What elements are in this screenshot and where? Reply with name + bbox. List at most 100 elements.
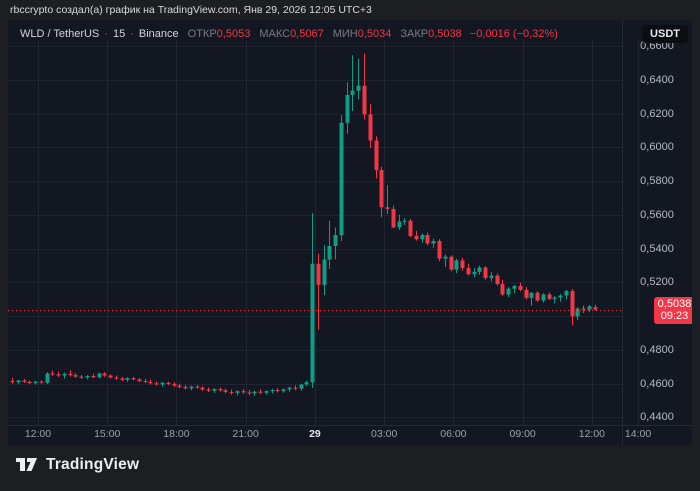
candle-body — [10, 381, 15, 383]
candle-body — [148, 381, 153, 384]
candle-body — [420, 235, 425, 240]
candle-body — [529, 292, 534, 298]
candle-body — [114, 377, 119, 379]
candle-body — [327, 246, 332, 260]
candle-body — [518, 286, 523, 290]
legend-symbol[interactable]: WLD / TetherUS — [20, 28, 100, 40]
price-tick-label: 0,5200 — [640, 276, 674, 289]
candle-body — [575, 308, 580, 317]
legend-exchange: Binance — [138, 28, 179, 40]
candle-body — [258, 391, 263, 393]
candle-body — [241, 391, 246, 393]
price-tick-label: 0,4400 — [640, 411, 674, 424]
candle-body — [460, 260, 465, 268]
candle-body — [402, 220, 407, 222]
tradingview-logo-text[interactable]: TradingView — [46, 456, 140, 473]
legend-high-value: 0,5067 — [290, 28, 324, 40]
time-axis[interactable]: 12:00 15:00 18:00 21:00 29 03:00 06:00 09:00 12:… — [8, 425, 692, 445]
candle-body — [558, 295, 563, 298]
candle-body — [541, 294, 546, 301]
candle-body — [454, 260, 459, 270]
candle-body — [33, 381, 38, 384]
candle-body — [345, 94, 350, 123]
candle-body — [391, 208, 396, 228]
candle-body — [362, 85, 367, 115]
price-axis[interactable]: 0,6600 0,6400 0,6200 0,6000 0,5800 0,5600 0,54… — [622, 20, 692, 425]
legend-interval[interactable]: 15 — [112, 28, 126, 40]
candle-body — [385, 207, 390, 209]
candle-body — [275, 390, 280, 392]
candle-body — [581, 308, 586, 310]
currency-toggle-badge[interactable]: USDT — [642, 25, 688, 43]
price-tick-label: 0,4800 — [640, 343, 674, 356]
candle-body — [443, 256, 448, 259]
candle-body — [177, 385, 182, 387]
candle-body — [281, 389, 286, 392]
candle-body — [564, 291, 569, 296]
candle-body — [477, 267, 482, 272]
candle-body — [316, 263, 321, 285]
chart-pane[interactable] — [8, 20, 692, 445]
candle-body — [206, 389, 211, 391]
candle-body — [56, 374, 61, 376]
price-tick-label: 0,5800 — [640, 175, 674, 188]
legend-open-value: 0,5053 — [216, 28, 251, 40]
price-tick-label: 0,5600 — [640, 208, 674, 221]
candle-body — [356, 85, 361, 91]
candle-body — [200, 387, 205, 390]
time-tick-label: 21:00 — [232, 428, 259, 440]
candle-body — [97, 373, 102, 378]
candle-body — [350, 90, 355, 95]
time-tick-label: 12:00 — [24, 428, 52, 440]
candle-body — [310, 263, 315, 383]
candle-body — [368, 114, 373, 141]
candle-body — [437, 240, 442, 259]
candle-body — [495, 275, 500, 285]
candle-body — [91, 376, 96, 378]
candle-body — [131, 378, 136, 380]
candle-body — [195, 386, 200, 388]
candle-body — [50, 373, 55, 375]
time-tick-label: 09:00 — [509, 428, 536, 440]
time-tick-label: 18:00 — [163, 428, 190, 440]
candle-body — [425, 235, 430, 244]
candle-body — [299, 384, 304, 389]
legend-separator: · — [130, 28, 134, 40]
time-tick-label: 06:00 — [440, 428, 467, 440]
candle-body — [85, 376, 90, 378]
candle-body — [431, 240, 436, 244]
price-tick-label: 0,4600 — [640, 377, 674, 390]
tradingview-logo-icon[interactable] — [16, 458, 38, 472]
candle-body — [166, 382, 171, 384]
candle-body — [143, 381, 148, 383]
candle-body — [293, 387, 298, 389]
candle-body — [68, 373, 73, 376]
candle-body — [154, 383, 159, 385]
candle-body — [39, 381, 44, 383]
candle-body — [408, 220, 413, 236]
candle-body — [45, 373, 50, 383]
candle-body — [137, 379, 142, 382]
candle-body — [339, 122, 344, 236]
time-tick-label: 29 — [309, 428, 321, 440]
candle-body — [172, 383, 177, 386]
candle-body — [247, 392, 252, 394]
candle-body — [547, 294, 552, 299]
price-tick-label: 0,6400 — [640, 73, 674, 86]
candle-body — [22, 380, 27, 382]
chart-legend: WLD / TetherUS · 15 · Binance ОТКР 0,505… — [20, 28, 558, 40]
candle-countdown: 09:23 — [660, 310, 689, 323]
candle-body — [287, 387, 292, 390]
legend-change-value: −0,0016 (−0,32%) — [469, 28, 558, 40]
time-tick-label: 12:00 — [578, 428, 606, 440]
price-tick-label: 0,6200 — [640, 107, 674, 120]
candle-body — [189, 386, 194, 389]
candle-body — [397, 221, 402, 228]
candle-body — [27, 381, 32, 384]
legend-low-label: МИН — [332, 28, 358, 40]
price-tick-label: 0,6600 — [640, 40, 674, 52]
price-tick-label: 0,6000 — [640, 141, 674, 154]
candle-body — [270, 390, 275, 392]
candle-body — [322, 259, 327, 285]
candle-body — [73, 375, 78, 377]
